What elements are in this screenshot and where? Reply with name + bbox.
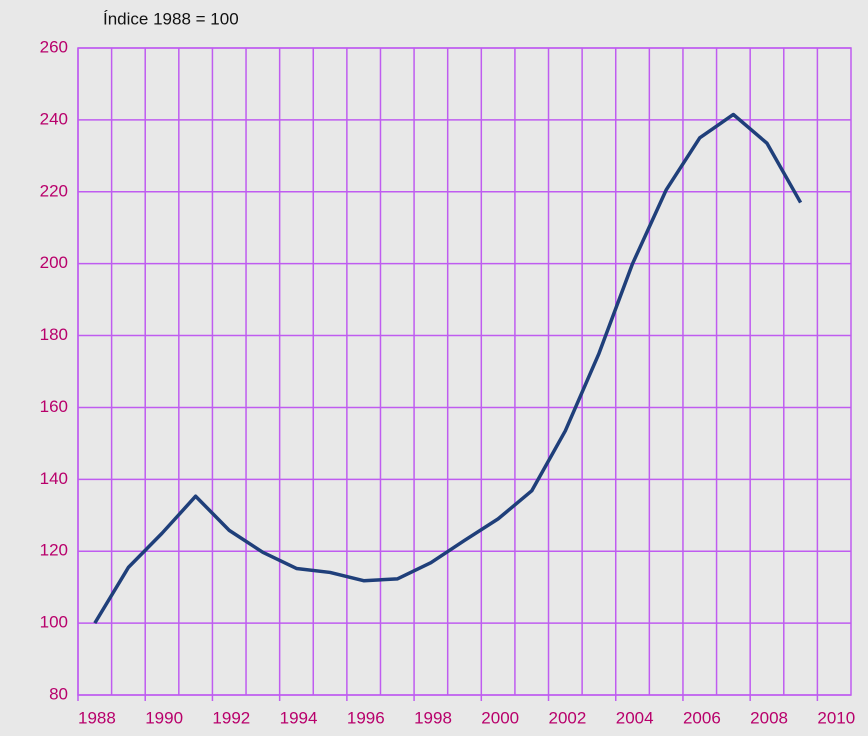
plot-frame	[77, 47, 852, 696]
y-tick-label: 140	[40, 469, 68, 488]
x-tick-label: 1990	[145, 708, 183, 727]
x-tick-label: 2004	[616, 708, 654, 727]
y-tick-label: 120	[40, 541, 68, 560]
x-tick-label: 1988	[78, 708, 116, 727]
line-series	[93, 112, 803, 625]
x-tick-label: 1998	[414, 708, 452, 727]
x-tick-label: 1994	[280, 708, 318, 727]
y-tick-label: 80	[49, 684, 68, 703]
y-tick-label: 100	[40, 613, 68, 632]
y-tick-label: 200	[40, 253, 68, 272]
x-tick-label: 2000	[481, 708, 519, 727]
x-tick-label: 2008	[750, 708, 788, 727]
x-tick-label: 2006	[683, 708, 721, 727]
x-tick-label: 2002	[549, 708, 587, 727]
x-tick-label: 1996	[347, 708, 385, 727]
y-tick-label: 240	[40, 109, 68, 128]
x-tick-label: 2010	[817, 708, 855, 727]
chart-title: Índice 1988 = 100	[103, 9, 239, 28]
y-tick-label: 260	[40, 37, 68, 56]
y-tick-label: 160	[40, 397, 68, 416]
y-tick-label: 220	[40, 181, 68, 200]
x-tick-label: 1992	[212, 708, 250, 727]
y-tick-label: 180	[40, 325, 68, 344]
